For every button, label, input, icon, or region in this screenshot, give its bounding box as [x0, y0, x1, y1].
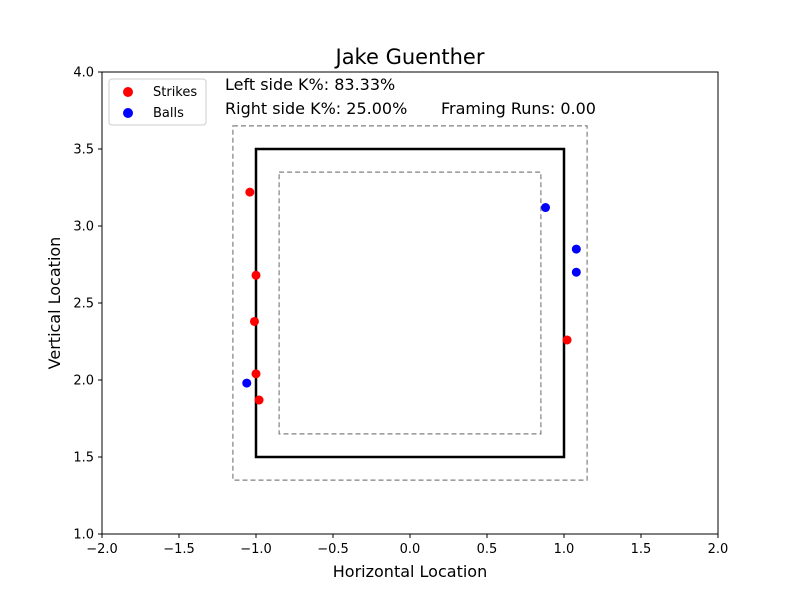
y-axis: 1.0 1.5 2.0 2.5 3.0 3.5 4.0 [73, 66, 102, 543]
x-tick-label: 1.0 [554, 542, 575, 557]
y-tick-label: 2.5 [73, 297, 94, 312]
y-tick-label: 2.0 [73, 374, 94, 389]
point-balls [571, 244, 581, 254]
plot-area [102, 72, 718, 534]
strike-zone [254, 147, 566, 459]
x-tick-label: −2.0 [86, 542, 118, 557]
point-strikes [254, 395, 264, 405]
y-tick-label: 4.0 [73, 66, 94, 81]
point-balls [242, 378, 252, 388]
points-layer [242, 187, 581, 405]
point-strikes [251, 369, 261, 379]
point-strikes [245, 187, 255, 197]
y-tick-label: 1.0 [73, 528, 94, 543]
x-tick-label: 0.0 [400, 542, 421, 557]
zones-layer [232, 125, 588, 481]
legend-box [108, 78, 207, 126]
x-tick-label: 2.0 [708, 542, 729, 557]
point-balls [541, 203, 551, 213]
legend: Strikes Balls [108, 78, 207, 126]
x-tick-label: −0.5 [317, 542, 349, 557]
y-tick-label: 1.5 [73, 451, 94, 466]
x-tick-label: 1.5 [631, 542, 652, 557]
x-tick-label: −1.0 [240, 542, 272, 557]
y-tick-label: 3.0 [73, 220, 94, 235]
x-tick-label: 0.5 [477, 542, 498, 557]
point-strikes [562, 335, 572, 345]
left-k-annotation: Left side K%: 83.33% [225, 75, 395, 94]
chart-title: Jake Guenther [334, 45, 485, 69]
legend-label-balls: Balls [153, 106, 184, 121]
x-axis: −2.0 −1.5 −1.0 −0.5 0.0 0.5 1.0 1.5 2.0 [86, 534, 728, 557]
right-k-annotation: Right side K%: 25.00% [225, 99, 407, 118]
framing-runs-annotation: Framing Runs: 0.00 [441, 99, 596, 118]
legend-marker-strikes [123, 87, 133, 97]
x-tick-label: −1.5 [163, 542, 195, 557]
y-axis-label: Vertical Location [45, 237, 64, 370]
legend-marker-balls [123, 108, 133, 118]
point-balls [571, 267, 581, 277]
legend-label-strikes: Strikes [153, 85, 197, 100]
point-strikes [251, 270, 261, 280]
point-strikes [249, 316, 259, 326]
inner-shadow-zone [278, 171, 542, 435]
x-axis-label: Horizontal Location [333, 562, 487, 581]
y-tick-label: 3.5 [73, 143, 94, 158]
outer-shadow-zone [232, 125, 588, 481]
